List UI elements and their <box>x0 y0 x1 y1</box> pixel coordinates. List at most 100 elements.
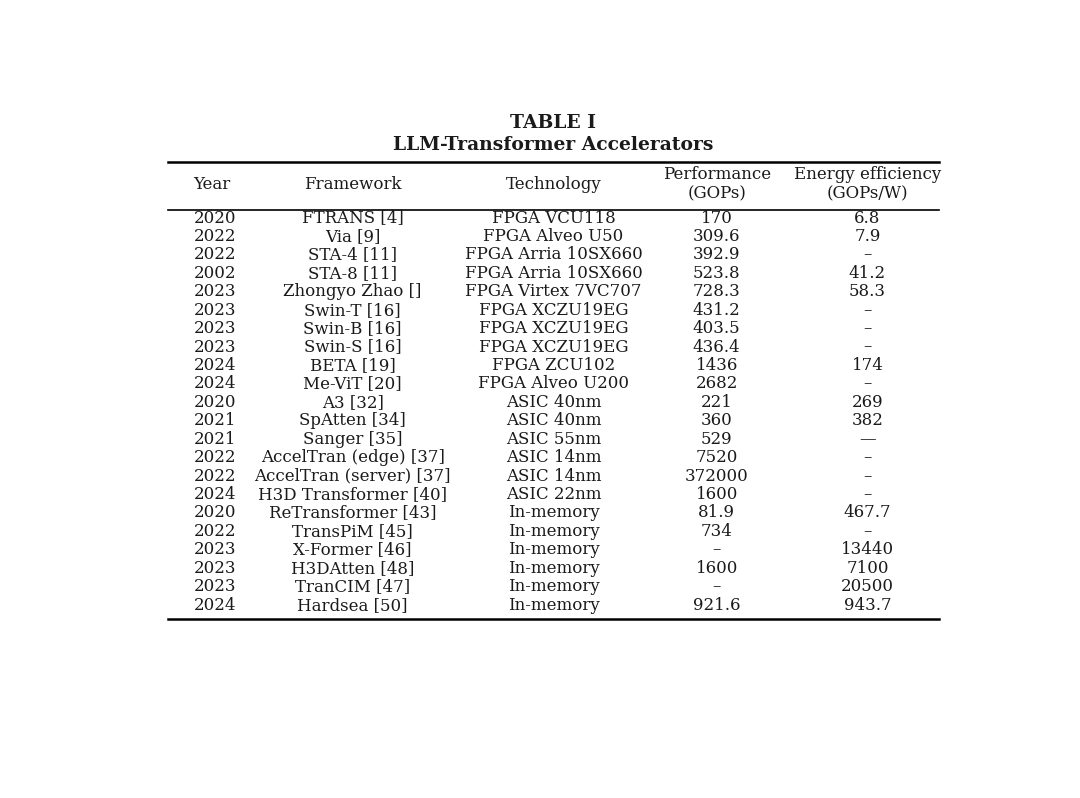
Text: 728.3: 728.3 <box>693 283 741 300</box>
Text: FPGA XCZU19EG: FPGA XCZU19EG <box>478 302 629 318</box>
Text: 174: 174 <box>851 357 883 374</box>
Text: AccelTran (edge) [37]: AccelTran (edge) [37] <box>260 449 445 466</box>
Text: 529: 529 <box>701 431 732 448</box>
Text: –: – <box>863 449 872 466</box>
Text: ASIC 14nm: ASIC 14nm <box>505 468 602 484</box>
Text: –: – <box>863 523 872 540</box>
Text: 269: 269 <box>851 394 883 411</box>
Text: 2020: 2020 <box>193 394 237 411</box>
Text: 41.2: 41.2 <box>849 265 886 282</box>
Text: Hardsea [50]: Hardsea [50] <box>297 597 408 614</box>
Text: H3D Transformer [40]: H3D Transformer [40] <box>258 486 447 503</box>
Text: 2023: 2023 <box>193 283 237 300</box>
Text: BETA [19]: BETA [19] <box>310 357 395 374</box>
Text: In-memory: In-memory <box>508 579 599 595</box>
Text: 2023: 2023 <box>193 320 237 337</box>
Text: FTRANS [4]: FTRANS [4] <box>301 210 404 227</box>
Text: 1436: 1436 <box>696 357 738 374</box>
Text: 2022: 2022 <box>193 449 237 466</box>
Text: SpAtten [34]: SpAtten [34] <box>299 413 406 429</box>
Text: Energy efficiency
(GOPs/W): Energy efficiency (GOPs/W) <box>794 166 941 203</box>
Text: TranCIM [47]: TranCIM [47] <box>295 579 410 595</box>
Text: –: – <box>863 338 872 356</box>
Text: 7100: 7100 <box>846 559 889 577</box>
Text: 2022: 2022 <box>193 523 237 540</box>
Text: 2023: 2023 <box>193 579 237 595</box>
Text: X-Former [46]: X-Former [46] <box>294 541 411 559</box>
Text: 523.8: 523.8 <box>693 265 741 282</box>
Text: 382: 382 <box>851 413 883 429</box>
Text: –: – <box>863 375 872 393</box>
Text: 309.6: 309.6 <box>693 228 741 245</box>
Text: 2682: 2682 <box>696 375 738 393</box>
Text: In-memory: In-memory <box>508 597 599 614</box>
Text: Year: Year <box>193 176 231 193</box>
Text: 2020: 2020 <box>193 210 237 227</box>
Text: 392.9: 392.9 <box>693 247 741 263</box>
Text: Sanger [35]: Sanger [35] <box>302 431 403 448</box>
Text: AccelTran (server) [37]: AccelTran (server) [37] <box>255 468 450 484</box>
Text: 921.6: 921.6 <box>693 597 741 614</box>
Text: 943.7: 943.7 <box>843 597 891 614</box>
Text: Performance
(GOPs): Performance (GOPs) <box>663 166 771 203</box>
Text: 2023: 2023 <box>193 559 237 577</box>
Text: –: – <box>863 486 872 503</box>
Text: ReTransformer [43]: ReTransformer [43] <box>269 504 436 521</box>
Text: Via [9]: Via [9] <box>325 228 380 245</box>
Text: —: — <box>859 431 876 448</box>
Text: ASIC 40nm: ASIC 40nm <box>505 413 602 429</box>
Text: 170: 170 <box>701 210 732 227</box>
Text: 467.7: 467.7 <box>843 504 891 521</box>
Text: Swin-T [16]: Swin-T [16] <box>305 302 401 318</box>
Text: FPGA Arria 10SX660: FPGA Arria 10SX660 <box>464 265 643 282</box>
Text: –: – <box>863 320 872 337</box>
Text: 2024: 2024 <box>193 486 237 503</box>
Text: Framework: Framework <box>303 176 402 193</box>
Text: 81.9: 81.9 <box>698 504 735 521</box>
Text: 2024: 2024 <box>193 597 237 614</box>
Text: 2023: 2023 <box>193 302 237 318</box>
Text: FPGA Alveo U50: FPGA Alveo U50 <box>484 228 623 245</box>
Text: Swin-S [16]: Swin-S [16] <box>303 338 402 356</box>
Text: 1600: 1600 <box>696 486 738 503</box>
Text: 436.4: 436.4 <box>693 338 741 356</box>
Text: –: – <box>863 468 872 484</box>
Text: FPGA XCZU19EG: FPGA XCZU19EG <box>478 338 629 356</box>
Text: 1600: 1600 <box>696 559 738 577</box>
Text: ASIC 22nm: ASIC 22nm <box>505 486 602 503</box>
Text: –: – <box>863 302 872 318</box>
Text: –: – <box>713 541 721 559</box>
Text: FPGA XCZU19EG: FPGA XCZU19EG <box>478 320 629 337</box>
Text: 372000: 372000 <box>685 468 748 484</box>
Text: 58.3: 58.3 <box>849 283 886 300</box>
Text: 2021: 2021 <box>193 413 237 429</box>
Text: 221: 221 <box>701 394 732 411</box>
Text: H3DAtten [48]: H3DAtten [48] <box>291 559 415 577</box>
Text: LLM-Transformer Accelerators: LLM-Transformer Accelerators <box>393 136 714 154</box>
Text: FPGA Alveo U200: FPGA Alveo U200 <box>478 375 629 393</box>
Text: In-memory: In-memory <box>508 559 599 577</box>
Text: 403.5: 403.5 <box>693 320 741 337</box>
Text: –: – <box>863 247 872 263</box>
Text: STA-8 [11]: STA-8 [11] <box>308 265 397 282</box>
Text: 2020: 2020 <box>193 504 237 521</box>
Text: ASIC 40nm: ASIC 40nm <box>505 394 602 411</box>
Text: 6.8: 6.8 <box>854 210 880 227</box>
Text: –: – <box>713 579 721 595</box>
Text: In-memory: In-memory <box>508 541 599 559</box>
Text: A3 [32]: A3 [32] <box>322 394 383 411</box>
Text: FPGA Virtex 7VC707: FPGA Virtex 7VC707 <box>465 283 642 300</box>
Text: FPGA VCU118: FPGA VCU118 <box>491 210 616 227</box>
Text: ASIC 55nm: ASIC 55nm <box>505 431 602 448</box>
Text: 2022: 2022 <box>193 247 237 263</box>
Text: 734: 734 <box>701 523 732 540</box>
Text: Zhongyo Zhao []: Zhongyo Zhao [] <box>283 283 422 300</box>
Text: 2022: 2022 <box>193 468 237 484</box>
Text: STA-4 [11]: STA-4 [11] <box>308 247 397 263</box>
Text: FPGA Arria 10SX660: FPGA Arria 10SX660 <box>464 247 643 263</box>
Text: 2023: 2023 <box>193 338 237 356</box>
Text: 2021: 2021 <box>193 431 237 448</box>
Text: 2023: 2023 <box>193 541 237 559</box>
Text: 2024: 2024 <box>193 375 237 393</box>
Text: 2002: 2002 <box>193 265 237 282</box>
